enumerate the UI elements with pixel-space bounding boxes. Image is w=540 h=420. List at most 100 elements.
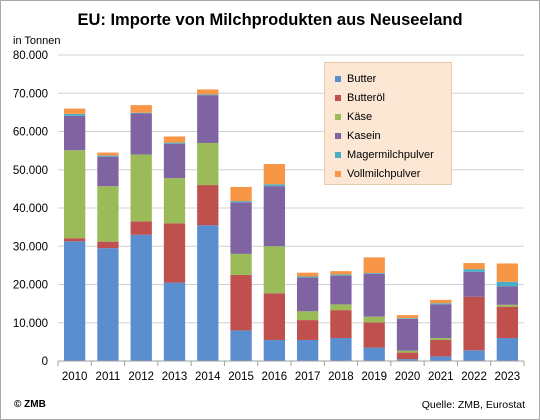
legend-label: Butter: [347, 72, 377, 85]
x-tick-label: 2018: [328, 371, 354, 383]
copyright-label: © ZMB: [14, 399, 46, 410]
bar-segment: [263, 164, 286, 185]
bar-segment: [463, 271, 485, 297]
bar-segment: [363, 273, 385, 317]
legend-item: Kasein: [335, 126, 451, 145]
legend-swatch: [335, 151, 341, 158]
bar-segment: [197, 94, 219, 96]
bar-segment: [430, 356, 452, 361]
bar-stacks: [63, 89, 519, 361]
bar-segment: [330, 338, 352, 361]
bar-segment: [496, 304, 519, 307]
legend-item: Käse: [335, 107, 451, 126]
legend-label: Käse: [347, 110, 373, 123]
bar-segment: [163, 223, 186, 283]
legend-label: Butteröl: [347, 91, 385, 104]
bar-segment: [296, 272, 319, 277]
x-axis-ticks: 2010 2011 2012 2013 2014 2015 2016 2017 2018 2019…: [57, 361, 525, 383]
y-axis-unit-label: in Tonnen: [13, 35, 61, 47]
bar-segment: [197, 89, 219, 95]
bar-segment: [63, 150, 86, 239]
bar-segment: [463, 263, 485, 270]
x-tick-label: 2021: [428, 371, 454, 383]
bar-segment: [163, 178, 186, 224]
bar-segment: [330, 274, 352, 276]
bar-segment: [197, 225, 219, 361]
bar-segment: [430, 299, 452, 304]
bar-segment: [97, 186, 119, 242]
bar-segment: [396, 350, 419, 353]
bar-segment: [97, 241, 119, 249]
legend-swatch: [335, 132, 341, 139]
x-tick-label: 2020: [395, 371, 421, 383]
legend-item: Butter: [335, 69, 451, 88]
bar-segment: [363, 257, 385, 274]
y-tick-label: 30.000: [13, 241, 48, 253]
legend-item: Vollmilchpulver: [335, 164, 451, 183]
x-tick-label: 2016: [262, 371, 288, 383]
bar-segment: [296, 311, 319, 321]
bar-segment: [130, 234, 152, 361]
x-tick-label: 2011: [96, 371, 121, 383]
bar-segment: [396, 359, 419, 361]
x-tick-label: 2010: [62, 371, 88, 383]
bar-segment: [296, 339, 319, 361]
x-tick-label: 2023: [495, 371, 521, 383]
bar-segment: [63, 241, 86, 361]
bar-segment: [230, 253, 252, 275]
bar-segment: [263, 293, 286, 340]
bar-segment: [63, 238, 86, 242]
bar-segment: [263, 246, 286, 294]
bar-segment: [130, 105, 152, 113]
bar-segment: [97, 156, 119, 187]
bar-segment: [230, 201, 252, 203]
bar-segment: [97, 248, 119, 361]
bar-segment: [130, 221, 152, 235]
bar-segment: [496, 286, 519, 305]
bar-segment: [97, 152, 119, 156]
bar-segment: [330, 275, 352, 305]
y-tick-label: 60.000: [13, 127, 48, 139]
x-tick-label: 2012: [128, 371, 154, 383]
y-axis-ticks: 0 10.000 20.000 30.000 40.000 50.000 60.000 70.…: [13, 50, 48, 368]
y-tick-label: 70.000: [13, 88, 48, 100]
source-label: Quelle: ZMB, Eurostat: [421, 399, 525, 411]
bar-segment: [396, 315, 419, 319]
bar-segment: [63, 113, 86, 116]
y-tick-label: 50.000: [13, 165, 48, 177]
legend-label: Vollmilchpulver: [347, 167, 421, 180]
y-tick-label: 80.000: [13, 50, 48, 62]
x-tick-label: 2022: [461, 371, 487, 383]
legend-item: Butteröl: [335, 88, 451, 107]
y-tick-label: 40.000: [13, 203, 48, 215]
y-tick-label: 10.000: [13, 318, 48, 330]
bar-segment: [330, 310, 352, 339]
bar-segment: [197, 95, 219, 143]
bar-segment: [463, 269, 485, 272]
bar-segment: [163, 282, 186, 361]
legend-label: Kasein: [347, 129, 381, 142]
bar-segment: [263, 184, 286, 187]
x-tick-label: 2019: [361, 371, 387, 383]
bar-segment: [396, 318, 419, 319]
bar-segment: [330, 271, 352, 275]
bar-segment: [363, 316, 385, 323]
legend-swatch: [335, 94, 341, 101]
bar-segment: [463, 296, 485, 351]
x-tick-label: 2013: [162, 371, 188, 383]
bar-segment: [63, 108, 86, 114]
bar-segment: [230, 330, 252, 361]
bar-segment: [230, 274, 252, 331]
bar-segment: [296, 320, 319, 340]
bar-segment: [263, 186, 286, 247]
x-tick-label: 2015: [228, 371, 254, 383]
bar-segment: [97, 155, 119, 157]
bar-segment: [330, 304, 352, 311]
bar-segment: [430, 304, 452, 339]
bar-segment: [163, 142, 186, 144]
bar-segment: [496, 281, 519, 287]
legend-swatch: [335, 75, 341, 82]
bar-segment: [197, 185, 219, 226]
bar-segment: [363, 322, 385, 348]
